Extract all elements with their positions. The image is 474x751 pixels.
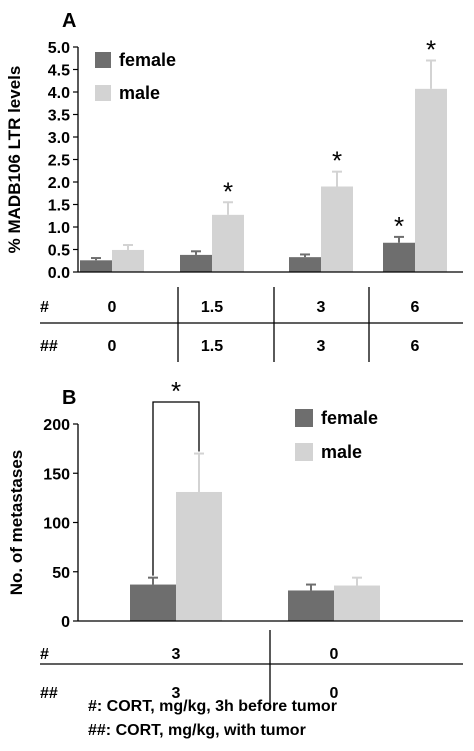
bar-male-2 <box>321 186 353 272</box>
significance-star: * <box>171 376 181 406</box>
significance-star: * <box>394 211 404 241</box>
table-cell: 0 <box>108 299 117 316</box>
table-cell: 0 <box>330 646 339 663</box>
y-tick-label: 2.5 <box>48 153 70 170</box>
y-tick-label: 2.0 <box>48 175 70 192</box>
table-row-label: # <box>40 646 49 663</box>
y-tick-label: 5.0 <box>48 40 70 57</box>
table-cell: 3 <box>317 299 326 316</box>
bar-male-0 <box>112 249 144 272</box>
y-axis-label: No. of metastases <box>7 450 26 596</box>
table-cell: 0 <box>330 685 339 702</box>
bar-female-2 <box>289 257 321 272</box>
y-tick-label: 3.0 <box>48 130 70 147</box>
y-tick-label: 100 <box>43 516 70 533</box>
legend-swatch-female <box>295 409 313 427</box>
y-tick-label: 1.5 <box>48 198 70 215</box>
bar-male-3 <box>415 88 447 272</box>
bar-female-0 <box>130 584 176 621</box>
legend-label-male: male <box>321 442 362 462</box>
table-row-label: ## <box>40 685 58 702</box>
y-tick-label: 50 <box>52 565 70 582</box>
table-row-label: ## <box>40 338 58 355</box>
table-cell: 6 <box>411 299 420 316</box>
y-tick-label: 4.0 <box>48 85 70 102</box>
y-tick-label: 0.5 <box>48 243 70 260</box>
legend-swatch-male <box>95 85 111 101</box>
legend-label-female: female <box>321 408 378 428</box>
bar-male-0 <box>176 491 222 621</box>
footnote-single-hash: #: CORT, mg/kg, 3h before tumor <box>88 698 337 715</box>
legend-swatch-male <box>295 443 313 461</box>
bar-female-1 <box>180 254 212 272</box>
panel-label-A: A <box>62 10 76 32</box>
legend-swatch-female <box>95 52 111 68</box>
table-cell: 1.5 <box>201 338 223 355</box>
y-tick-label: 200 <box>43 417 70 434</box>
legend-label-male: male <box>119 83 160 103</box>
bar-female-0 <box>80 260 112 272</box>
table-cell: 0 <box>108 338 117 355</box>
table-cell: 3 <box>172 646 181 663</box>
bar-female-1 <box>288 590 334 621</box>
significance-bracket <box>152 401 200 576</box>
table-cell: 1.5 <box>201 299 223 316</box>
significance-star: * <box>426 35 436 65</box>
y-tick-label: 1.0 <box>48 220 70 237</box>
y-axis-label: % MADB106 LTR levels <box>5 66 24 254</box>
bar-female-3 <box>383 242 415 272</box>
table-cell: 3 <box>172 685 181 702</box>
table-cell: 6 <box>411 338 420 355</box>
y-tick-label: 150 <box>43 466 70 483</box>
table-cell: 3 <box>317 338 326 355</box>
bar-male-1 <box>334 585 380 621</box>
significance-star: * <box>332 146 342 176</box>
y-tick-label: 3.5 <box>48 108 70 125</box>
significance-star: * <box>223 176 233 206</box>
legend-label-female: female <box>119 50 176 70</box>
panel-label-B: B <box>62 387 76 409</box>
footnote-double-hash: ##: CORT, mg/kg, with tumor <box>88 722 306 739</box>
table-row-label: # <box>40 299 49 316</box>
y-tick-label: 0.0 <box>48 265 70 282</box>
y-tick-label: 4.5 <box>48 63 70 80</box>
y-tick-label: 0 <box>61 614 70 631</box>
bar-male-1 <box>212 214 244 272</box>
